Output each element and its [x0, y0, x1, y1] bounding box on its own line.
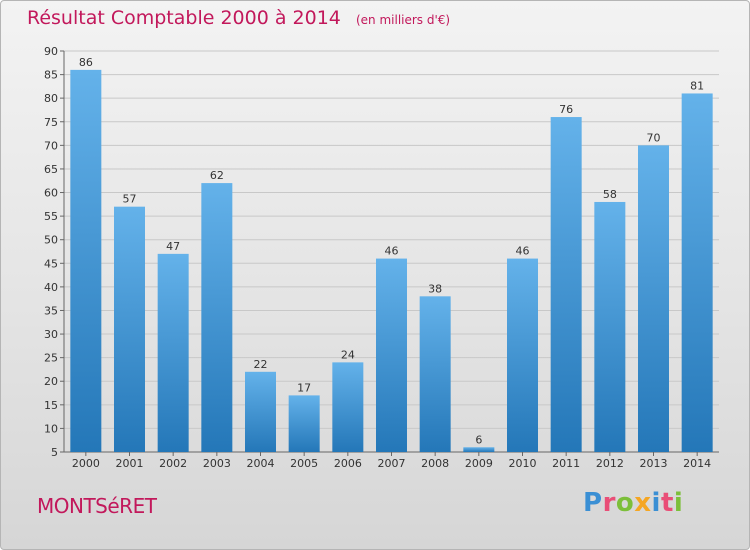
bar: [157, 253, 189, 452]
y-tick-label: 35: [44, 304, 58, 317]
x-tick-label: 2010: [509, 457, 537, 470]
x-tick-label: 2009: [465, 457, 493, 470]
chart-subtitle: (en milliers d'€): [355, 13, 451, 27]
x-tick-label: 2002: [159, 457, 187, 470]
brand-letter: P: [583, 488, 603, 518]
bar: [594, 201, 626, 452]
x-tick-label: 2011: [552, 457, 580, 470]
y-tick-label: 65: [44, 163, 58, 176]
bar: [507, 258, 538, 452]
proxiti-logo: Proxiti: [583, 488, 683, 518]
y-tick-label: 75: [44, 116, 58, 129]
y-tick-label: 45: [44, 257, 58, 270]
bar-value-label: 17: [297, 381, 311, 394]
bar: [245, 371, 276, 452]
x-tick-label: 2014: [683, 457, 711, 470]
bar: [681, 93, 713, 452]
bar: [419, 296, 451, 452]
bar-value-label: 86: [79, 56, 93, 69]
x-tick-label: 2005: [290, 457, 318, 470]
chart-title-main: Résultat Comptable 2000 à 2014: [27, 7, 341, 29]
bar-value-label: 62: [210, 169, 224, 182]
x-tick-label: 2008: [421, 457, 449, 470]
bar: [463, 447, 495, 452]
x-tick-label: 2003: [203, 457, 231, 470]
y-tick-label: 85: [44, 69, 58, 82]
bar-value-label: 76: [559, 103, 573, 116]
x-tick-label: 2012: [596, 457, 624, 470]
brand-letter: o: [615, 488, 635, 518]
bar: [638, 145, 669, 452]
bar-value-label: 46: [385, 245, 399, 258]
bar-value-label: 38: [428, 282, 442, 295]
x-tick-label: 2013: [640, 457, 668, 470]
bar-value-label: 81: [690, 79, 704, 92]
y-tick-label: 25: [44, 352, 58, 365]
bar: [201, 183, 233, 452]
commune-name: MONTSéRET: [37, 494, 157, 518]
bar: [332, 362, 364, 452]
bar-value-label: 22: [254, 358, 268, 371]
y-tick-label: 10: [44, 422, 58, 435]
x-tick-label: 2000: [72, 457, 100, 470]
bar: [376, 258, 407, 452]
y-tick-label: 40: [44, 281, 58, 294]
x-tick-label: 2001: [116, 457, 144, 470]
y-tick-label: 90: [44, 45, 58, 58]
bar-value-label: 46: [516, 245, 530, 258]
x-tick-label: 2006: [334, 457, 362, 470]
bar-value-label: 58: [603, 188, 617, 201]
y-tick-label: 20: [44, 375, 58, 388]
bar-value-label: 57: [123, 193, 137, 206]
y-tick-label: 5: [51, 446, 58, 459]
y-tick-label: 55: [44, 210, 58, 223]
x-tick-label: 2007: [378, 457, 406, 470]
y-tick-label: 50: [44, 234, 58, 247]
brand-letter: x: [634, 488, 652, 518]
brand-letter: i: [651, 488, 661, 518]
bar: [550, 117, 582, 452]
chart-title: Résultat Comptable 2000 à 2014 (en milli…: [27, 7, 450, 29]
y-tick-label: 15: [44, 399, 58, 412]
brand-letter: r: [602, 488, 616, 518]
bar-chart: 5 10 15 20 25 30 35 40 45 50 55 60 65 70 75 80 85 90 86 200…: [44, 45, 719, 470]
y-tick-label: 30: [44, 328, 58, 341]
bar: [114, 206, 145, 452]
bar: [288, 395, 320, 452]
y-tick-label: 60: [44, 187, 58, 200]
brand-letter: i: [673, 488, 684, 518]
bar-value-label: 47: [166, 240, 180, 253]
x-tick-label: 2004: [247, 457, 275, 470]
bar-value-label: 24: [341, 348, 355, 361]
bar-value-label: 6: [475, 433, 482, 446]
y-tick-label: 80: [44, 92, 58, 105]
y-tick-label: 70: [44, 139, 58, 152]
bar: [70, 69, 102, 452]
brand-letter: t: [660, 488, 674, 518]
bar-value-label: 70: [647, 131, 661, 144]
